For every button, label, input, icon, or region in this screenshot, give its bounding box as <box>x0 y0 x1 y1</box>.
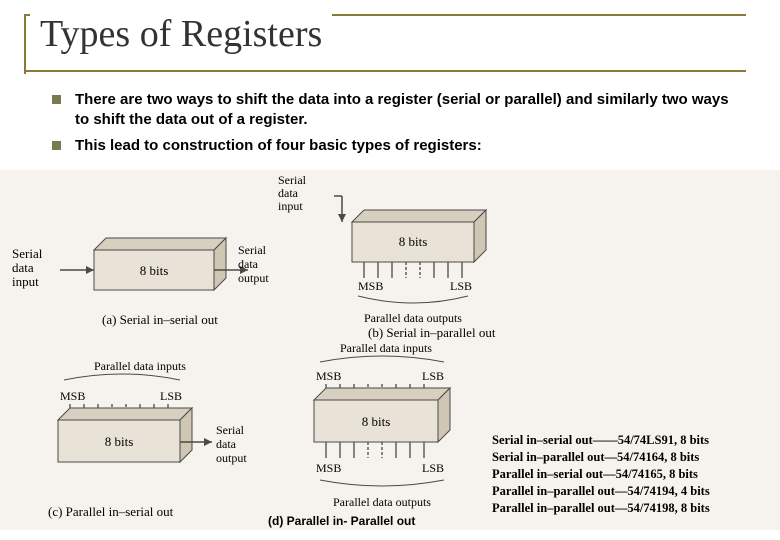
svg-text:data: data <box>12 260 34 275</box>
chip-line: Parallel in–serial out—54/74165, 8 bits <box>492 466 762 483</box>
diagram-b: 8 bits Serial data input MSB LSB Paralle… <box>278 170 508 340</box>
square-bullet-icon <box>52 141 61 150</box>
out-b: Parallel data outputs <box>364 311 462 325</box>
box-label-b: 8 bits <box>399 234 428 249</box>
diagram-a: 8 bits Serial data input Serial data out… <box>4 200 284 340</box>
box-label-c: 8 bits <box>105 434 134 449</box>
bullet-text: This lead to construction of four basic … <box>75 136 482 156</box>
svg-text:output: output <box>216 451 247 465</box>
caption-c: (c) Parallel in–serial out <box>48 504 174 519</box>
out-d: Parallel data outputs <box>333 495 431 509</box>
msb-d-bot: MSB <box>316 461 341 475</box>
slide-root: Types of Registers There are two ways to… <box>0 0 780 540</box>
box-label-a: 8 bits <box>140 263 169 278</box>
in-d: Parallel data inputs <box>340 341 432 355</box>
in-c: Parallel data inputs <box>94 359 186 373</box>
svg-text:data: data <box>278 186 299 200</box>
svg-text:input: input <box>278 199 303 213</box>
caption-a: (a) Serial in–serial out <box>102 312 218 327</box>
msb-c: MSB <box>60 389 85 403</box>
svg-text:input: input <box>12 274 39 289</box>
chip-line: Parallel in–parallel out—54/74194, 4 bit… <box>492 483 762 500</box>
chip-list: Serial in–serial out——54/74LS91, 8 bits … <box>492 432 762 516</box>
svg-text:Serial: Serial <box>12 246 43 261</box>
title-block: Types of Registers <box>30 14 760 56</box>
msb-d-top: MSB <box>316 369 341 383</box>
diagram-c: Parallel data inputs MSB LSB 8 bits Seri… <box>4 358 294 528</box>
chip-line: Parallel in–parallel out—54/74198, 8 bit… <box>492 500 762 517</box>
svg-text:data: data <box>238 257 259 271</box>
slide-title: Types of Registers <box>30 14 332 56</box>
bullet-text: There are two ways to shift the data int… <box>75 90 730 131</box>
lsb-b: LSB <box>450 279 472 293</box>
title-rule-bottom <box>26 70 746 72</box>
caption-d: (d) Parallel in- Parallel out <box>268 514 415 528</box>
chip-line: Serial in–serial out——54/74LS91, 8 bits <box>492 432 762 449</box>
diagram-area: 8 bits Serial data input Serial data out… <box>0 170 780 530</box>
svg-text:output: output <box>238 271 269 285</box>
chip-line: Serial in–parallel out—54/74164, 8 bits <box>492 449 762 466</box>
lsb-d-bot: LSB <box>422 461 444 475</box>
lsb-c: LSB <box>160 389 182 403</box>
lsb-d-top: LSB <box>422 369 444 383</box>
bullet-item: There are two ways to shift the data int… <box>52 90 730 131</box>
msb-b: MSB <box>358 279 383 293</box>
box-label-d: 8 bits <box>362 414 391 429</box>
svg-text:Serial: Serial <box>216 423 245 437</box>
diagram-d: Parallel data inputs MSB LSB 8 bits MSB … <box>282 338 492 522</box>
svg-text:data: data <box>216 437 237 451</box>
square-bullet-icon <box>52 95 61 104</box>
svg-text:Serial: Serial <box>278 173 307 187</box>
bullet-list: There are two ways to shift the data int… <box>52 90 730 157</box>
svg-text:Serial: Serial <box>238 243 267 257</box>
bullet-item: This lead to construction of four basic … <box>52 136 730 156</box>
